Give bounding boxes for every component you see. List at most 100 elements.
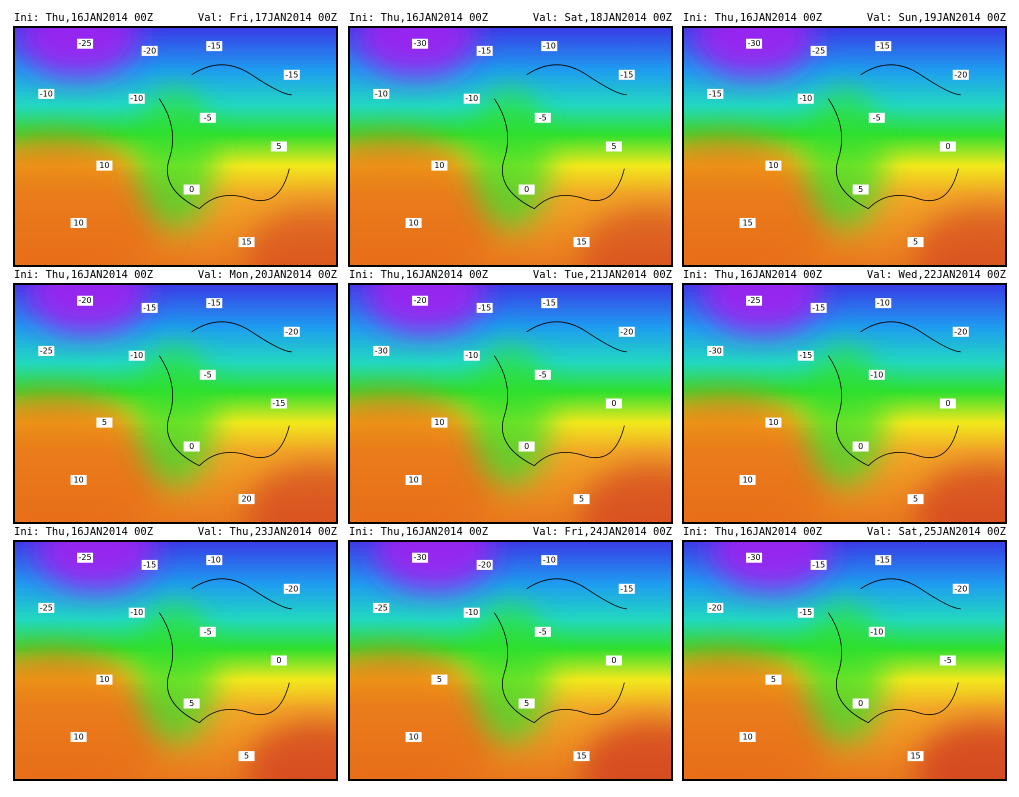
map-panel: Ini: Thu,16JAN2014 00Z Val: Fri,24JAN2014… (348, 526, 673, 781)
contour-label: -15 (620, 584, 633, 593)
contour-label-box (939, 141, 956, 152)
coastline (828, 64, 961, 210)
contour-label: 10 (743, 732, 753, 741)
temperature-field: -30 -15 -10 -15 -10 -10 -5 5 10 0 10 15 (349, 27, 672, 266)
warm-southwest (349, 393, 499, 523)
contour-label-box (907, 494, 924, 505)
contour-label-box (707, 345, 724, 356)
contour-label-box (199, 626, 216, 637)
coastline (828, 578, 961, 724)
contour-label-box (907, 751, 924, 762)
contour-label: -10 (799, 94, 812, 103)
green-tongue (470, 602, 551, 743)
init-time: Ini: Thu,16JAN2014 00Z (349, 269, 488, 281)
contour-label-box (206, 41, 223, 52)
warm-southeast (582, 206, 672, 266)
contour-label-box (618, 583, 635, 594)
contour-label: 10 (74, 218, 84, 227)
warm-southwest (14, 650, 164, 780)
contour-label: -25 (748, 296, 761, 305)
contour-label: 0 (858, 442, 863, 451)
contour-label-box (141, 302, 158, 313)
contour-label-box (605, 141, 622, 152)
contour-label-box (534, 369, 551, 380)
warm-southeast (247, 720, 337, 780)
contour-label: 0 (189, 442, 194, 451)
contour-label-box (238, 751, 255, 762)
contour-label: 20 (241, 495, 251, 504)
contour-label: -10 (877, 299, 890, 308)
green-tongue (135, 345, 216, 486)
contour-label: -20 (143, 46, 156, 55)
contour-label: -15 (812, 560, 825, 569)
contour-label-box (573, 237, 590, 248)
contour-label: -30 (414, 553, 427, 562)
valid-time: Val: Fri,17JAN2014 00Z (198, 12, 337, 24)
warm-southeast (582, 463, 672, 523)
contour-label: -25 (40, 603, 53, 612)
contour-label-box (70, 731, 87, 742)
contour-label: -10 (870, 627, 883, 636)
contour-label-box (952, 583, 969, 594)
contour-label-box (765, 674, 782, 685)
temperature-field: -25 -20 -15 -15 -10 -10 -5 5 10 0 10 15 (14, 27, 337, 266)
init-time: Ini: Thu,16JAN2014 00Z (349, 526, 488, 538)
contour-label: -10 (465, 94, 478, 103)
init-time: Ini: Thu,16JAN2014 00Z (683, 526, 822, 538)
contour-label: -15 (543, 299, 556, 308)
contour-label-box (875, 41, 892, 52)
contour-label: -15 (272, 399, 285, 408)
contour-label-box (77, 295, 94, 306)
contour-label: 0 (524, 442, 529, 451)
coastline (828, 321, 961, 467)
contour-label: 5 (524, 699, 529, 708)
contour-label: -20 (79, 296, 92, 305)
contour-label-box (541, 555, 558, 566)
warm-southeast (916, 463, 1006, 523)
contour-label: 10 (99, 675, 109, 684)
map-frame (682, 540, 1007, 781)
warm-southwest (14, 136, 164, 266)
warm-southeast (247, 463, 337, 523)
contour-label-box (463, 350, 480, 361)
contour-label: 5 (437, 675, 442, 684)
cold-core (710, 541, 831, 591)
temperature-field: -25 -15 -10 -20 -25 -10 -5 0 10 5 10 5 (14, 541, 337, 780)
contour-label: -15 (143, 560, 156, 569)
contour-label: -25 (79, 39, 92, 48)
contour-label-box (199, 369, 216, 380)
contour-label-box (77, 552, 94, 563)
contour-label: 15 (910, 752, 920, 761)
cold-core (36, 541, 157, 591)
valid-time: Val: Tue,21JAN2014 00Z (533, 269, 672, 281)
contour-label: 15 (241, 238, 251, 247)
contour-label: -10 (375, 89, 388, 98)
map-panel: Ini: Thu,16JAN2014 00Z Val: Sun,19JAN2014… (682, 12, 1007, 267)
contour-label: -5 (204, 113, 212, 122)
contour-label: -5 (539, 627, 547, 636)
contour-label: 0 (189, 185, 194, 194)
contour-label-box (70, 217, 87, 228)
map-frame (348, 26, 673, 267)
contour-label-box (70, 474, 87, 485)
coastline (494, 321, 627, 467)
init-time: Ini: Thu,16JAN2014 00Z (14, 269, 153, 281)
contour-label: -10 (543, 42, 556, 51)
contour-label: -10 (870, 370, 883, 379)
contour-label: -5 (873, 113, 881, 122)
contour-label-box (96, 160, 113, 171)
contour-label-box (518, 184, 535, 195)
contour-label: 5 (579, 495, 584, 504)
warm-southeast (916, 206, 1006, 266)
contour-label: 0 (611, 656, 616, 665)
contour-label-box (238, 494, 255, 505)
contour-label-box (183, 441, 200, 452)
contour-label: -10 (40, 89, 53, 98)
contour-label-box (183, 184, 200, 195)
warm-southeast (247, 206, 337, 266)
contour-label-box (431, 417, 448, 428)
contour-label-box (852, 184, 869, 195)
warm-southeast (582, 720, 672, 780)
contour-label-box (206, 298, 223, 309)
valid-time: Val: Mon,20JAN2014 00Z (198, 269, 337, 281)
